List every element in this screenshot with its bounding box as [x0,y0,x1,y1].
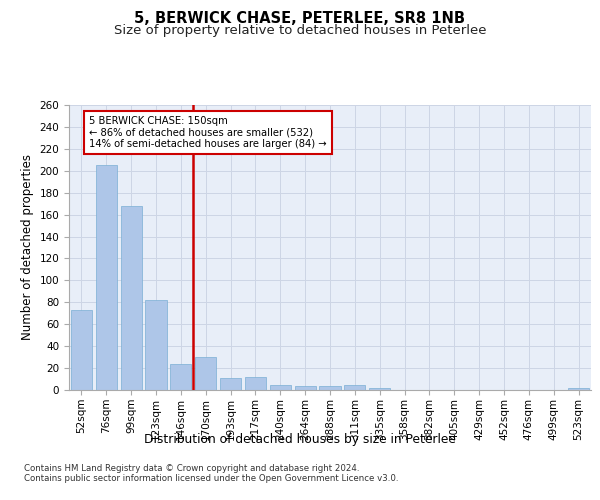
Bar [295,386,316,390]
Bar [369,388,390,390]
Bar [270,384,291,390]
Bar [170,364,191,390]
Text: 5 BERWICK CHASE: 150sqm
← 86% of detached houses are smaller (532)
14% of semi-d: 5 BERWICK CHASE: 150sqm ← 86% of detache… [89,116,326,149]
Bar [344,384,365,390]
Text: Contains HM Land Registry data © Crown copyright and database right 2024.
Contai: Contains HM Land Registry data © Crown c… [24,464,398,483]
Bar [71,310,92,390]
Bar [220,378,241,390]
Bar [568,388,589,390]
Bar [319,386,341,390]
Bar [96,166,117,390]
Y-axis label: Number of detached properties: Number of detached properties [21,154,34,340]
Bar [195,357,216,390]
Bar [121,206,142,390]
Bar [145,300,167,390]
Bar [245,377,266,390]
Text: Size of property relative to detached houses in Peterlee: Size of property relative to detached ho… [114,24,486,37]
Text: 5, BERWICK CHASE, PETERLEE, SR8 1NB: 5, BERWICK CHASE, PETERLEE, SR8 1NB [134,11,466,26]
Text: Distribution of detached houses by size in Peterlee: Distribution of detached houses by size … [144,432,456,446]
